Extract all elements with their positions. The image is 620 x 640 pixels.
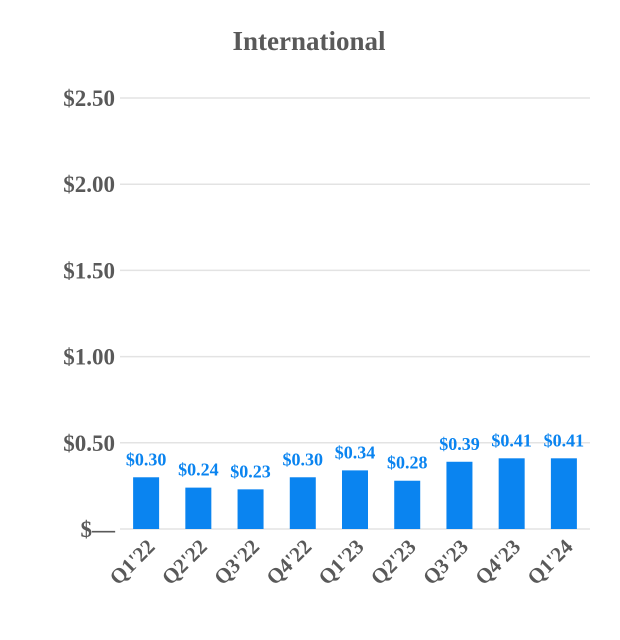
x-tick-label: Q2'23	[366, 535, 421, 590]
bar-Q1'23	[342, 470, 368, 529]
y-tick-label: $2.00	[63, 172, 115, 197]
x-tick-label: Q1'24	[523, 534, 578, 589]
y-tick-label: $—	[81, 517, 117, 542]
data-labels: $0.30 $0.24 $0.23 $0.30 $0.34 $0.28 $0.39 $0.41…	[126, 430, 584, 481]
y-axis-ticks: $— $0.50 $1.00 $1.50 $2.00 $2.50	[63, 86, 116, 542]
chart-title: International	[232, 26, 386, 56]
y-tick-label: $2.50	[63, 86, 115, 111]
x-tick-label: Q2'22	[157, 535, 212, 590]
data-label: $0.24	[178, 460, 219, 480]
x-tick-label: Q4'22	[261, 535, 316, 590]
bars	[133, 458, 577, 529]
bar-Q2'23	[394, 480, 421, 529]
x-tick-label: Q4'23	[470, 535, 525, 590]
data-label: $0.39	[439, 434, 480, 454]
bar-Q3'22	[237, 489, 264, 529]
bar-Q1'22	[133, 477, 160, 529]
data-label: $0.41	[544, 430, 585, 450]
bar-Q3'23	[446, 461, 473, 529]
bar-Q1'24	[550, 458, 577, 529]
bar-Q4'23	[498, 458, 525, 529]
data-label: $0.34	[335, 442, 376, 462]
data-label: $0.28	[387, 453, 428, 473]
data-label: $0.30	[126, 449, 167, 469]
bar-Q2'22	[185, 487, 212, 529]
y-tick-label: $0.50	[63, 431, 115, 456]
data-label: $0.30	[283, 449, 324, 469]
x-tick-label: Q1'22	[105, 535, 160, 590]
data-label: $0.23	[230, 461, 271, 481]
x-axis-ticks: Q1'22Q2'22Q3'22Q4'22Q1'23Q2'23Q3'23Q4'23…	[105, 534, 578, 589]
y-tick-label: $1.50	[63, 258, 115, 283]
data-label: $0.41	[491, 430, 532, 450]
x-tick-label: Q1'23	[314, 535, 369, 590]
bar-Q4'22	[289, 477, 316, 529]
x-tick-label: Q3'23	[418, 535, 473, 590]
y-tick-label: $1.00	[63, 345, 115, 370]
x-tick-label: Q3'22	[209, 535, 264, 590]
